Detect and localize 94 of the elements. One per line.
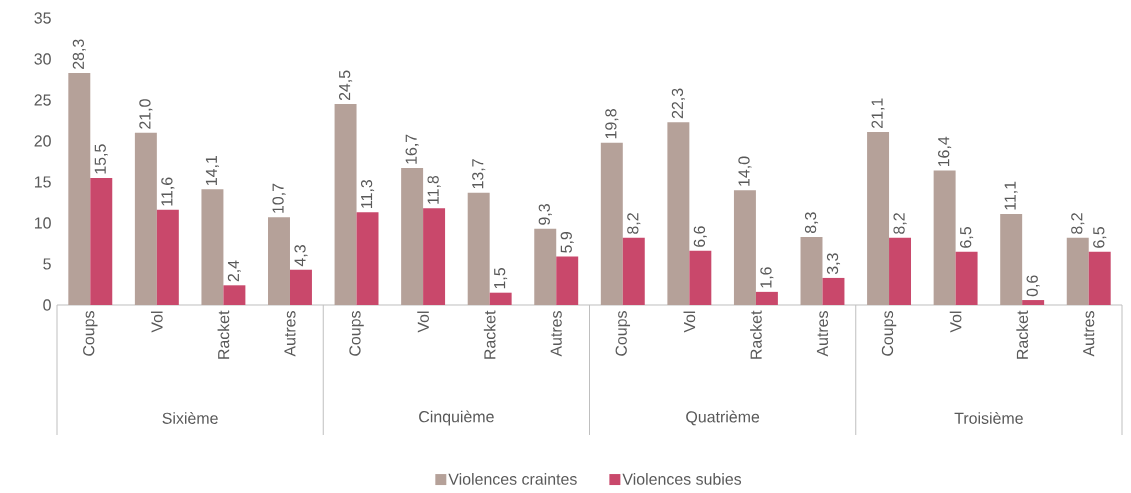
data-label: 0,6 <box>1026 275 1040 297</box>
bar <box>933 170 956 305</box>
x-tick-label: Vol <box>949 311 962 333</box>
data-label: 14,0 <box>738 156 752 186</box>
data-label: 1,5 <box>494 268 508 289</box>
data-label: 14,1 <box>205 155 219 185</box>
legend-label: Violences subies <box>622 473 742 485</box>
data-label: 13,7 <box>472 159 486 189</box>
bar <box>955 251 978 305</box>
data-label: 11,8 <box>427 175 441 204</box>
bar <box>401 168 424 305</box>
text: Quatrième <box>686 410 760 426</box>
bar <box>800 236 823 305</box>
bar <box>356 212 379 305</box>
data-label: 11,3 <box>360 179 375 208</box>
bar <box>423 208 446 305</box>
bar <box>334 104 357 305</box>
bar <box>889 237 912 305</box>
bar <box>867 131 890 305</box>
data-label: 22,3 <box>671 88 685 119</box>
y-tick-label: 10 <box>34 217 51 229</box>
bar <box>223 285 246 305</box>
data-label: 6,5 <box>960 227 974 248</box>
legend-label: Violences craintes <box>448 473 577 485</box>
x-tick-label: Vol <box>683 311 696 333</box>
data-label: 28,3 <box>72 39 86 69</box>
bar <box>1000 213 1023 305</box>
data-label: 8,2 <box>1071 213 1085 234</box>
x-tick-label: Autres <box>284 311 296 357</box>
data-label: 8,3 <box>804 212 819 234</box>
bar <box>600 142 623 305</box>
bar <box>68 72 91 305</box>
bar <box>289 269 312 305</box>
data-label: 8,2 <box>893 213 907 234</box>
bar <box>134 132 157 305</box>
data-label: 6,5 <box>1093 227 1107 248</box>
bar <box>822 277 845 305</box>
bar <box>268 217 290 305</box>
x-tick-label: Autres <box>550 311 562 357</box>
bar <box>90 177 113 305</box>
x-tick-label: Racket <box>217 310 230 359</box>
bar <box>467 192 490 305</box>
data-label: 3,3 <box>826 253 841 275</box>
bar <box>489 292 512 305</box>
data-label: 15,5 <box>94 144 108 174</box>
x-tick-label: Vol <box>151 311 163 333</box>
x-tick-label: Coups <box>349 311 364 356</box>
y-tick-label: 0 <box>43 299 51 311</box>
data-label: 11,1 <box>1004 181 1018 210</box>
data-label: 16,4 <box>938 136 952 167</box>
data-label: 9,3 <box>538 204 552 225</box>
data-label: 8,2 <box>627 213 641 234</box>
x-tick-label: Racket <box>1016 310 1029 359</box>
bar <box>201 189 224 305</box>
bar <box>1022 300 1045 305</box>
bar <box>733 190 756 305</box>
x-tick-label: Racket <box>483 310 496 359</box>
x-tick-label: Vol <box>417 311 429 333</box>
x-tick-label: Coups <box>83 311 98 356</box>
data-label: 5,9 <box>560 232 574 253</box>
y-tick-label: 20 <box>34 135 51 147</box>
text: Troisième <box>954 412 1023 424</box>
x-tick-label: Autres <box>1083 311 1095 357</box>
text: Cinquième <box>419 410 494 426</box>
bar <box>1066 237 1089 305</box>
data-label: 24,5 <box>338 70 353 101</box>
y-tick-label: 25 <box>34 94 51 106</box>
bar <box>755 291 778 305</box>
y-tick-label: 15 <box>34 176 51 188</box>
x-tick-label: Racket <box>750 310 762 359</box>
data-label: 11,6 <box>161 177 175 206</box>
bar <box>534 228 557 305</box>
x-tick-label: Coups <box>615 311 631 356</box>
data-label: 1,6 <box>760 267 774 288</box>
data-label: 4,3 <box>294 245 308 267</box>
x-tick-label: Autres <box>816 311 829 357</box>
data-label: 6,6 <box>693 226 707 247</box>
y-tick-label: 35 <box>34 12 51 24</box>
data-label: 2,4 <box>227 260 241 282</box>
bar <box>689 250 712 305</box>
text: Sixième <box>162 412 218 424</box>
bar <box>1088 251 1111 305</box>
y-tick-label: 30 <box>34 53 51 65</box>
data-label: 10,7 <box>272 183 286 213</box>
data-label: 16,7 <box>405 134 419 164</box>
bar <box>667 122 690 305</box>
data-label: 21,0 <box>139 99 153 129</box>
bar <box>156 209 179 305</box>
bar <box>556 256 579 305</box>
y-tick-label: 5 <box>43 258 51 270</box>
data-label: 19,8 <box>605 109 619 139</box>
data-label: 21,1 <box>871 98 885 128</box>
bar <box>622 237 645 305</box>
x-tick-label: Coups <box>881 311 897 356</box>
